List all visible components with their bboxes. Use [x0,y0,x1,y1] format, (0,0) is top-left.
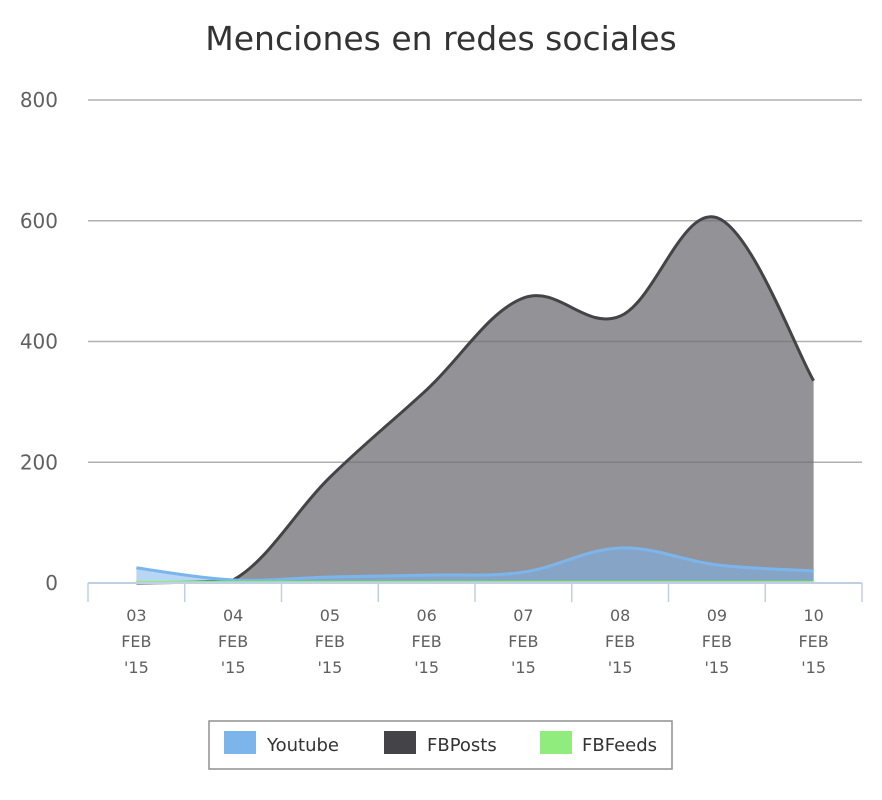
series-line-fbposts[interactable] [136,215,815,585]
legend[interactable]: Youtube FBPosts FBFeeds [208,720,673,770]
x-axis: 03 FEB '15 04 FEB '15 05 FEB '15 06 FEB '15 07 FEB '15… [87,582,863,677]
y-tick-label: 800 [20,88,58,112]
x-tick-label: '15 [511,658,536,677]
x-tick-label: '15 [608,658,633,677]
x-tick-label: '15 [124,658,149,677]
x-tick-label: '15 [801,658,826,677]
x-tick-label: FEB [411,632,441,651]
legend-swatch-fbposts[interactable] [384,731,416,754]
x-tick-label: 06 [416,606,436,625]
x-tick-label: FEB [798,632,828,651]
area-fbposts[interactable] [136,216,814,583]
x-tick-label: FEB [702,632,732,651]
x-tick-label: '15 [414,658,439,677]
series-line-youtube[interactable] [136,546,814,582]
x-tick-label: '15 [221,658,246,677]
x-tick-label: FEB [508,632,538,651]
x-tick-label: 08 [610,606,630,625]
y-tick-label: 400 [20,330,58,354]
legend-box [208,720,673,770]
y-axis: 0 200 400 600 800 [20,88,58,595]
x-tick-label: FEB [605,632,635,651]
x-tick-label: 03 [126,606,146,625]
x-tick-label: 05 [320,606,340,625]
x-tick-label: 09 [707,606,727,625]
y-tick-label: 200 [20,450,58,474]
chart-title: Menciones en redes sociales [205,19,676,58]
x-tick-label: FEB [121,632,151,651]
legend-label-fbposts[interactable]: FBPosts [427,735,497,756]
legend-label-youtube[interactable]: Youtube [266,735,339,756]
area-youtube[interactable] [136,547,814,583]
legend-label-fbfeeds[interactable]: FBFeeds [582,735,657,756]
y-tick-label: 0 [45,571,58,595]
x-tick-label: '15 [704,658,729,677]
x-tick-label: '15 [317,658,342,677]
legend-swatch-fbfeeds[interactable] [540,731,572,754]
y-tick-label: 600 [20,209,58,233]
plot-area [136,215,815,585]
x-tick-label: FEB [315,632,345,651]
x-tick-label: 04 [223,606,243,625]
x-tick-label: 07 [513,606,533,625]
x-tick-label: FEB [218,632,248,651]
x-tick-label: 10 [803,606,823,625]
legend-swatch-youtube[interactable] [224,731,256,754]
